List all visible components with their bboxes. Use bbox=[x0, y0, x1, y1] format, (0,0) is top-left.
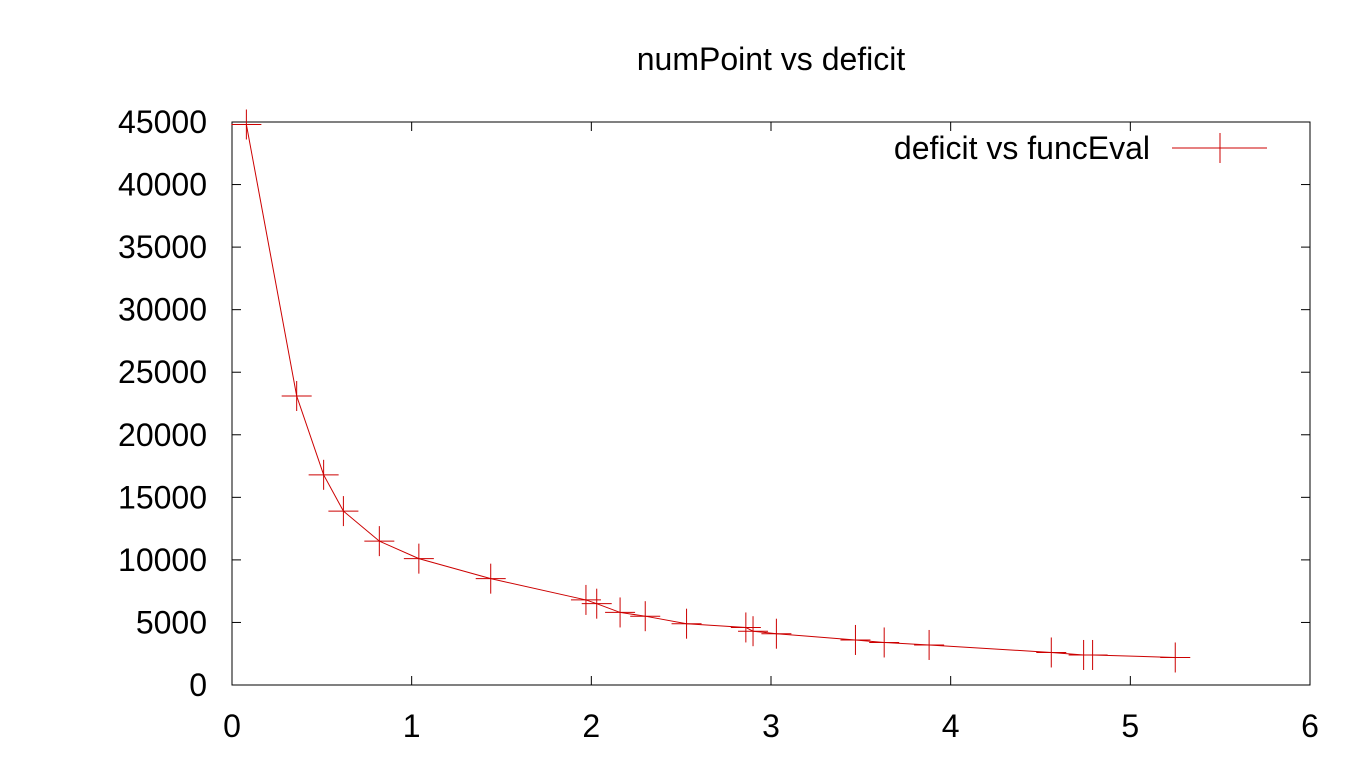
data-point bbox=[475, 563, 506, 594]
data-point bbox=[403, 543, 434, 574]
y-tick-label: 20000 bbox=[118, 417, 207, 453]
y-tick-label: 40000 bbox=[118, 167, 207, 203]
y-tick-label: 25000 bbox=[118, 354, 207, 390]
data-point bbox=[570, 584, 601, 615]
y-tick-label: 45000 bbox=[118, 104, 207, 140]
chart-title: numPoint vs deficit bbox=[637, 41, 906, 77]
data-point bbox=[914, 629, 945, 660]
data-point bbox=[1160, 642, 1191, 673]
y-tick-label: 0 bbox=[189, 667, 207, 703]
data-point bbox=[328, 496, 359, 527]
x-tick-label: 2 bbox=[582, 708, 600, 744]
legend: deficit vs funcEval bbox=[894, 130, 1267, 166]
data-point bbox=[308, 459, 339, 490]
x-tick-label: 5 bbox=[1121, 708, 1139, 744]
x-tick-label: 4 bbox=[942, 708, 960, 744]
y-tick-label: 5000 bbox=[136, 604, 207, 640]
data-point bbox=[281, 380, 312, 411]
data-point bbox=[761, 618, 792, 649]
data-point bbox=[581, 588, 612, 619]
y-tick-label: 15000 bbox=[118, 479, 207, 515]
x-tick-label: 0 bbox=[223, 708, 241, 744]
y-tick-label: 35000 bbox=[118, 229, 207, 265]
x-tick-label: 6 bbox=[1301, 708, 1319, 744]
data-point bbox=[869, 627, 900, 658]
data-point bbox=[840, 624, 871, 655]
y-axis: 0 5000 10000 15000 20000 25000 30000 35000 40000… bbox=[118, 104, 1310, 703]
data-point bbox=[630, 601, 661, 632]
plot-frame bbox=[231, 121, 1311, 686]
data-point bbox=[364, 526, 395, 557]
data-point bbox=[1077, 639, 1108, 670]
data-point bbox=[605, 597, 636, 628]
y-tick-label: 30000 bbox=[118, 292, 207, 328]
data-point bbox=[671, 608, 702, 639]
legend-label: deficit vs funcEval bbox=[894, 130, 1150, 166]
x-axis: 0 1 2 3 4 5 6 bbox=[223, 122, 1319, 744]
data-point bbox=[1036, 637, 1067, 668]
data-point bbox=[738, 616, 769, 647]
series-layer bbox=[231, 109, 1191, 673]
series-line bbox=[245, 124, 1176, 658]
data-point bbox=[730, 612, 761, 643]
x-tick-label: 3 bbox=[762, 708, 780, 744]
x-tick-label: 1 bbox=[403, 708, 421, 744]
data-point bbox=[231, 109, 262, 140]
y-tick-label: 10000 bbox=[118, 542, 207, 578]
